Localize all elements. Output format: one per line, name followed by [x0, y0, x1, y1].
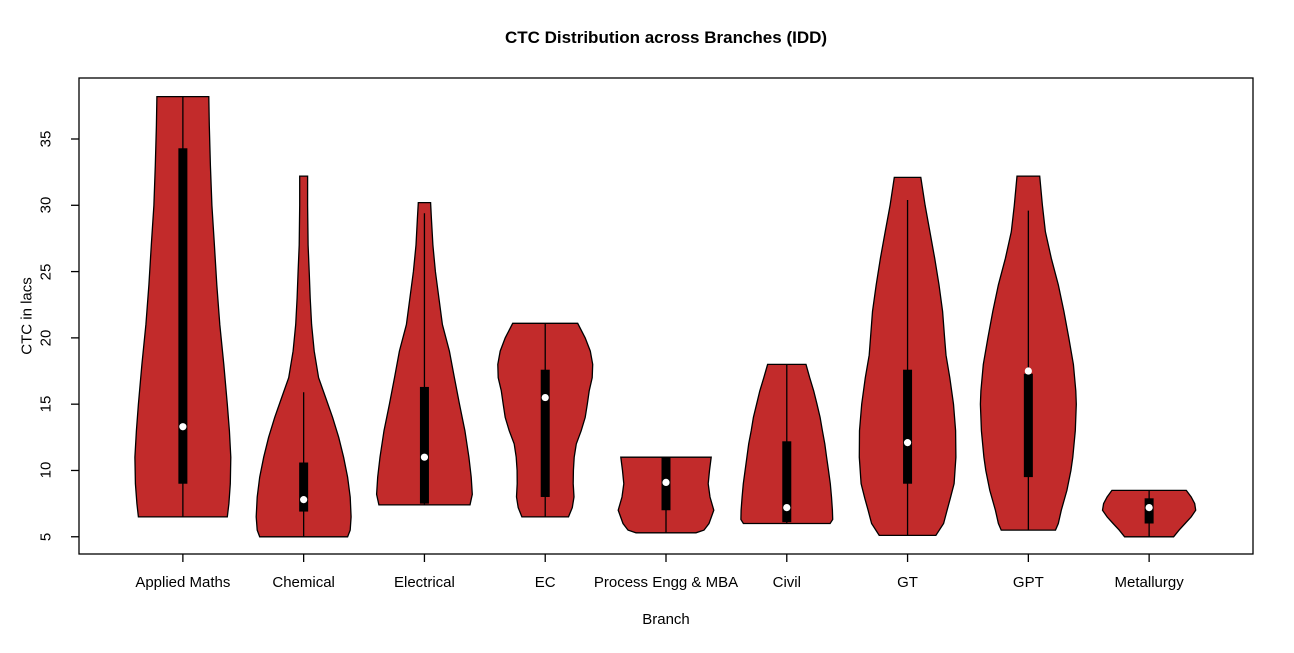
median-dot-metallurgy	[1145, 503, 1153, 512]
x-tick-label-process-engg-mba: Process Engg & MBA	[593, 574, 739, 591]
y-tick-label: 15	[37, 395, 55, 413]
x-tick-label-applied-maths: Applied Maths	[135, 574, 231, 591]
chart-title: CTC Distribution across Branches (IDD)	[504, 28, 828, 47]
x-axis-title: Branch	[642, 611, 690, 628]
y-tick-label: 35	[37, 130, 55, 148]
y-tick-label: 30	[37, 196, 55, 214]
median-dot-applied-maths	[179, 423, 187, 431]
y-tick-label: 25	[37, 263, 55, 280]
iqr-box-gt	[903, 369, 913, 484]
x-tick-label-gpt: GPT	[1012, 574, 1044, 591]
iqr-box-ec	[540, 369, 550, 497]
x-tick-label-civil: Civil	[772, 574, 801, 591]
iqr-box-applied-maths	[178, 148, 188, 484]
y-tick-label: 10	[37, 462, 55, 479]
iqr-box-gpt	[1023, 373, 1033, 478]
x-tick-label-metallurgy: Metallurgy	[1114, 574, 1184, 591]
violin-shape-chemical	[255, 175, 352, 538]
iqr-box-electrical	[419, 386, 429, 504]
x-tick-label-ec: EC	[534, 574, 556, 591]
y-tick-label: 5	[37, 532, 55, 541]
iqr-box-civil	[782, 441, 792, 523]
median-dot-gpt	[1024, 367, 1032, 375]
x-tick-label-gt: GT	[897, 574, 918, 591]
median-dot-civil	[783, 503, 791, 512]
y-tick-label: 20	[37, 329, 55, 347]
x-tick-label-electrical: Electrical	[393, 574, 455, 591]
median-dot-chemical	[300, 496, 308, 504]
iqr-box-chemical	[299, 462, 309, 512]
x-tick-label-chemical: Chemical	[272, 574, 335, 591]
median-dot-ec	[541, 393, 549, 402]
median-dot-electrical	[420, 453, 429, 461]
median-dot-gt	[903, 439, 912, 447]
y-axis-title: CTC in lacs	[18, 277, 36, 355]
median-dot-process-engg-mba	[662, 478, 670, 487]
